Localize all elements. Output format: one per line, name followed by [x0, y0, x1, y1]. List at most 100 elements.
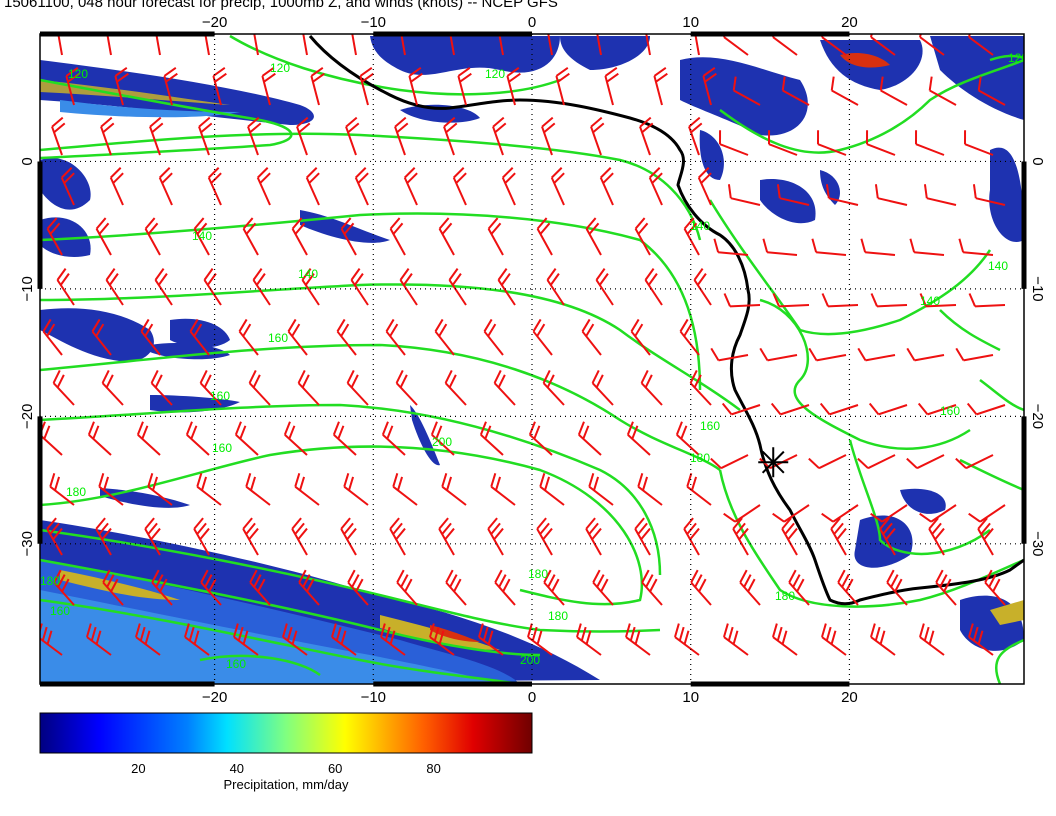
lon-label-bottom: −10 [361, 689, 386, 706]
wind-barb [919, 623, 945, 656]
wind-barb [445, 569, 467, 606]
wind-barb [155, 34, 161, 56]
wind-barb [967, 34, 994, 56]
contour-label: 180 [40, 574, 60, 588]
wind-barb [395, 370, 418, 406]
wind-barb [207, 167, 222, 206]
wind-barb [408, 67, 423, 106]
wind-barb [291, 217, 308, 256]
wind-barb [630, 318, 651, 356]
wind-barb [392, 472, 418, 506]
wind-barb [296, 116, 311, 156]
wind-barb [771, 34, 798, 56]
wind-barb [689, 370, 712, 406]
wind-barb [193, 217, 210, 256]
wind-barb [403, 167, 418, 206]
lat-lon-grid [40, 34, 1024, 684]
wind-barb [332, 421, 357, 456]
wind-barb [928, 517, 945, 556]
wind-barb [869, 34, 896, 56]
wind-barb [819, 402, 859, 416]
location-star-marker [758, 447, 789, 478]
wind-barb [233, 623, 259, 656]
wind-barb [249, 569, 271, 606]
wind-barb [546, 268, 565, 306]
contour-label: 140 [298, 267, 318, 281]
wind-barb [604, 67, 619, 106]
contour-label: 140 [920, 294, 940, 308]
wind-barb [242, 217, 259, 256]
wind-barb [478, 623, 504, 656]
wind-barb [105, 268, 124, 306]
wind-barb [102, 569, 124, 606]
wind-barb [238, 318, 259, 356]
wind-barb [57, 34, 63, 56]
wind-barb [287, 318, 308, 356]
wind-barb [340, 517, 357, 556]
wind-barb [135, 623, 161, 656]
wind-barb [336, 318, 357, 356]
wind-barb [140, 318, 161, 356]
wind-barb [394, 116, 409, 156]
wind-barb [830, 76, 859, 106]
wind-barb [732, 517, 749, 556]
wind-barb [653, 67, 668, 106]
wind-barb [46, 217, 63, 256]
wind-barb [389, 517, 406, 556]
wind-barb [487, 517, 504, 556]
lat-label-right: −10 [1029, 276, 1046, 301]
wind-barb [984, 569, 1006, 606]
wind-barb [788, 569, 810, 606]
wind-barb [449, 34, 455, 56]
wind-barb [821, 504, 859, 523]
wind-barb [550, 167, 565, 206]
wind-barb [389, 217, 406, 256]
contour-label: 140 [988, 259, 1008, 273]
wind-barb [541, 116, 556, 156]
wind-barb [245, 472, 271, 506]
wind-barb [781, 76, 810, 106]
lon-label-top: 10 [682, 14, 699, 31]
wind-barb [380, 623, 406, 656]
contour-label: 160 [268, 331, 288, 345]
wind-barb [305, 167, 320, 206]
wind-barb [185, 421, 210, 456]
wind-barb [702, 67, 717, 106]
contour-label: 180 [66, 485, 86, 499]
wind-barb [203, 268, 222, 306]
wind-barb [906, 454, 945, 470]
wind-barb [261, 67, 276, 106]
wind-barb [252, 268, 271, 306]
wind-barb [958, 238, 994, 256]
wind-barb [151, 569, 173, 606]
wind-barb [350, 268, 369, 306]
wind-barb [150, 370, 173, 406]
wind-barb [674, 623, 700, 656]
wind-barb [144, 217, 161, 256]
wind-barb [675, 421, 700, 456]
wind-barb [443, 116, 458, 156]
colorbar-tick-label: 80 [426, 761, 440, 776]
wind-barb [918, 34, 945, 56]
wind-barb [821, 623, 847, 656]
wind-barb [697, 167, 712, 206]
wind-barb [857, 454, 896, 470]
wind-barb [772, 293, 810, 308]
lon-label-top: −20 [202, 14, 227, 31]
contour-label: 180 [775, 589, 795, 603]
wind-barb [493, 370, 516, 406]
wind-barb [301, 268, 320, 306]
wind-barb [955, 454, 994, 470]
wind-barb [163, 67, 178, 106]
wind-barb [977, 76, 1006, 106]
wind-barb [811, 238, 847, 256]
wind-barb [492, 116, 507, 156]
wind-barb [713, 238, 749, 256]
wind-barb [189, 318, 210, 356]
wind-barb [282, 623, 308, 656]
lon-label-bottom: −20 [202, 689, 227, 706]
lat-label-right: −30 [1029, 531, 1046, 556]
contour-label: 180 [548, 609, 568, 623]
wind-barb [637, 472, 663, 506]
